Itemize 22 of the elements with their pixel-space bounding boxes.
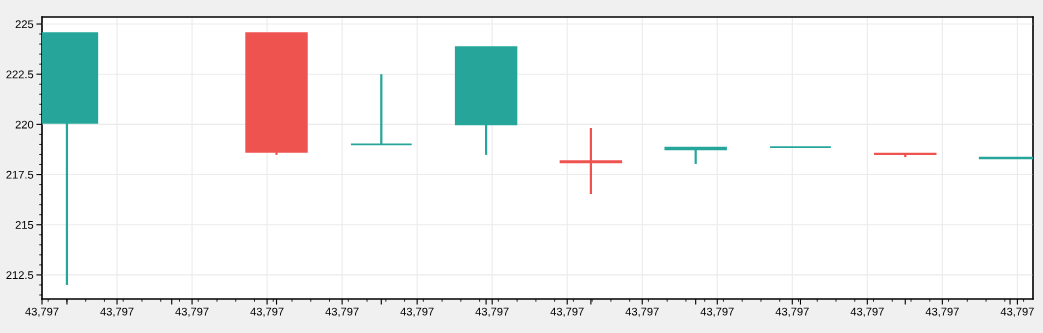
y-tick-label: 215 [15,221,34,229]
y-tick-label: 220 [15,120,34,129]
text: 43,797 [850,307,884,317]
candlestick [350,73,413,146]
y-tick-label: 225 [15,20,34,29]
text: 43,797 [700,307,734,317]
text: 43,797 [775,307,809,317]
y-tick-label: 222.5 [6,70,34,79]
text: 43,797 [475,307,509,317]
text: 43,797 [175,307,209,317]
text: 43,797 [400,307,434,317]
y-tick-label: 212.5 [6,271,34,280]
text: 43,797 [625,307,659,317]
text: 43,797 [1000,307,1034,317]
text: 43,797 [25,307,59,317]
text: 43,797 [925,307,959,317]
text: 43,797 [100,307,134,317]
text: 43,797 [325,307,359,317]
y-tick-label: 217.5 [6,170,34,179]
candlestick [559,126,623,196]
text: 43,797 [250,307,284,317]
text: 43,797 [550,307,584,317]
